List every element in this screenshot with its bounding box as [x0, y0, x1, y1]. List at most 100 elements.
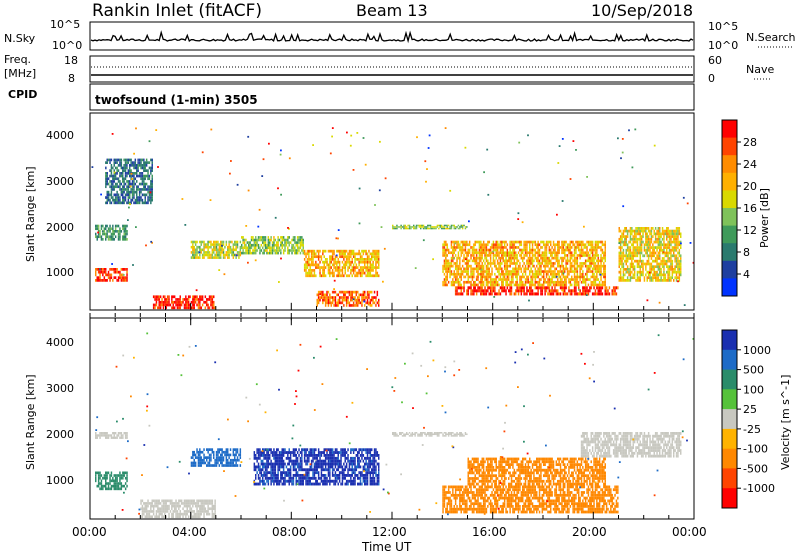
heatmap-speck [575, 149, 577, 151]
heatmap-cell-4 [214, 243, 216, 246]
heatmap-cell-10 [545, 254, 548, 257]
heatmap-cell-6 [306, 249, 309, 253]
heatmap-cell-11 [646, 259, 648, 263]
heatmap-cell-11 [678, 262, 681, 266]
heatmap-cell-9 [597, 286, 599, 290]
heatmap-cell-10 [484, 256, 486, 260]
heatmap-cell-2 [127, 188, 130, 191]
heatmap-cell-6 [351, 260, 353, 264]
heatmap-cell-3 [186, 303, 188, 307]
heatmap-cell-6 [313, 263, 316, 267]
heatmap-cell-5 [274, 243, 277, 247]
heatmap-cell-2 [130, 161, 132, 164]
heatmap-cell-6 [315, 263, 317, 267]
noise-right-tick-bottom: 10^0 [708, 39, 738, 52]
heatmap-cell-10 [480, 264, 482, 268]
heatmap-cell-0 [123, 276, 125, 280]
heatmap-cell-5 [282, 236, 285, 239]
heatmap-cell-10 [506, 262, 509, 265]
heatmap-speck [422, 239, 425, 242]
heatmap-cell-10 [579, 251, 581, 255]
heatmap-cell-6 [357, 252, 359, 256]
heatmap-cell-2 [203, 499, 205, 503]
heatmap-cell-11 [674, 270, 676, 274]
heatmap-cell-1 [123, 238, 125, 241]
heatmap-cell-7 [378, 301, 380, 305]
heatmap-cell-0 [117, 487, 120, 491]
heatmap-cell-10 [566, 272, 569, 276]
heatmap-cell-1 [119, 235, 121, 239]
heatmap-cell-5 [289, 241, 292, 244]
heatmap-cell-11 [656, 246, 658, 249]
heatmap-cell-5 [274, 238, 277, 242]
heatmap-cell-10 [492, 280, 495, 284]
heatmap-cell-7 [375, 298, 377, 302]
heatmap-cell-2 [199, 510, 201, 513]
heatmap-cell-2 [123, 198, 125, 202]
heatmap-cell-7 [327, 304, 330, 307]
heatmap-speck [486, 148, 489, 151]
heatmap-cell-10 [594, 264, 597, 268]
heatmap-cell-9 [510, 292, 513, 296]
heatmap-cell-10 [596, 283, 598, 287]
heatmap-cell-1 [113, 232, 115, 236]
heatmap-cell-2 [117, 180, 120, 183]
heatmap-cell-1 [126, 434, 128, 437]
heatmap-cell-11 [643, 243, 646, 247]
heatmap-cell-6 [373, 266, 376, 269]
heatmap-cell-10 [501, 246, 503, 249]
heatmap-cell-2 [129, 164, 131, 167]
heatmap-cell-7 [366, 298, 369, 302]
heatmap-cell-2 [136, 201, 138, 205]
heatmap-cell-4 [199, 240, 201, 244]
heatmap-cell-11 [638, 232, 640, 236]
heatmap-cell-7 [316, 293, 318, 297]
heatmap-cell-6 [366, 266, 369, 269]
heatmap-cell-2 [131, 190, 134, 194]
heatmap-cell-10 [537, 251, 539, 255]
heatmap-cell-4 [236, 245, 239, 249]
heatmap-cell-2 [141, 507, 144, 511]
heatmap-cell-2 [150, 510, 152, 513]
heatmap-cell-11 [654, 232, 657, 236]
heatmap-cell-10 [503, 259, 506, 263]
heatmap-cell-2 [141, 166, 144, 170]
heatmap-cell-10 [558, 251, 560, 255]
heatmap-cell-11 [636, 240, 639, 244]
heatmap-cell-11 [618, 251, 620, 255]
heatmap-cell-10 [543, 240, 545, 244]
heatmap-cell-2 [126, 190, 128, 194]
heatmap-cell-4 [208, 245, 211, 249]
heatmap-cell-2 [155, 499, 158, 503]
heatmap-cell-1 [117, 232, 120, 236]
heatmap-cell-4 [256, 471, 258, 475]
heatmap-cell-1 [100, 227, 103, 231]
heatmap-cell-2 [148, 510, 151, 513]
heatmap-cell-10 [598, 280, 601, 284]
heatmap-cell-6 [341, 260, 344, 264]
heatmap-cell-10 [489, 264, 492, 268]
heatmap-cell-0 [105, 471, 107, 475]
heatmap-cell-2 [145, 174, 148, 178]
heatmap-cell-2 [106, 174, 108, 178]
heatmap-cell-10 [561, 259, 563, 263]
heatmap-cell-7 [358, 296, 360, 299]
heatmap-cell-6 [371, 274, 373, 278]
heatmap-cell-7 [357, 296, 359, 299]
heatmap-cell-2 [141, 180, 144, 183]
heatmap-cell-10 [466, 267, 468, 271]
heatmap-cell-10 [593, 267, 595, 271]
heatmap-cell-2 [189, 499, 191, 503]
heatmap-cell-6 [316, 266, 318, 269]
heatmap-cell-2 [213, 507, 215, 511]
heatmap-cell-10 [557, 243, 559, 247]
heatmap-cell-10 [562, 283, 565, 287]
heatmap-cell-3 [211, 450, 214, 454]
heatmap-cell-10 [543, 254, 545, 257]
heatmap-cell-2 [165, 502, 167, 505]
heatmap-cell-9 [503, 286, 506, 290]
heatmap-cell-10 [569, 283, 572, 287]
heatmap-cell-9 [473, 286, 475, 290]
heatmap-cell-11 [663, 243, 665, 247]
heatmap-cell-10 [495, 278, 497, 281]
